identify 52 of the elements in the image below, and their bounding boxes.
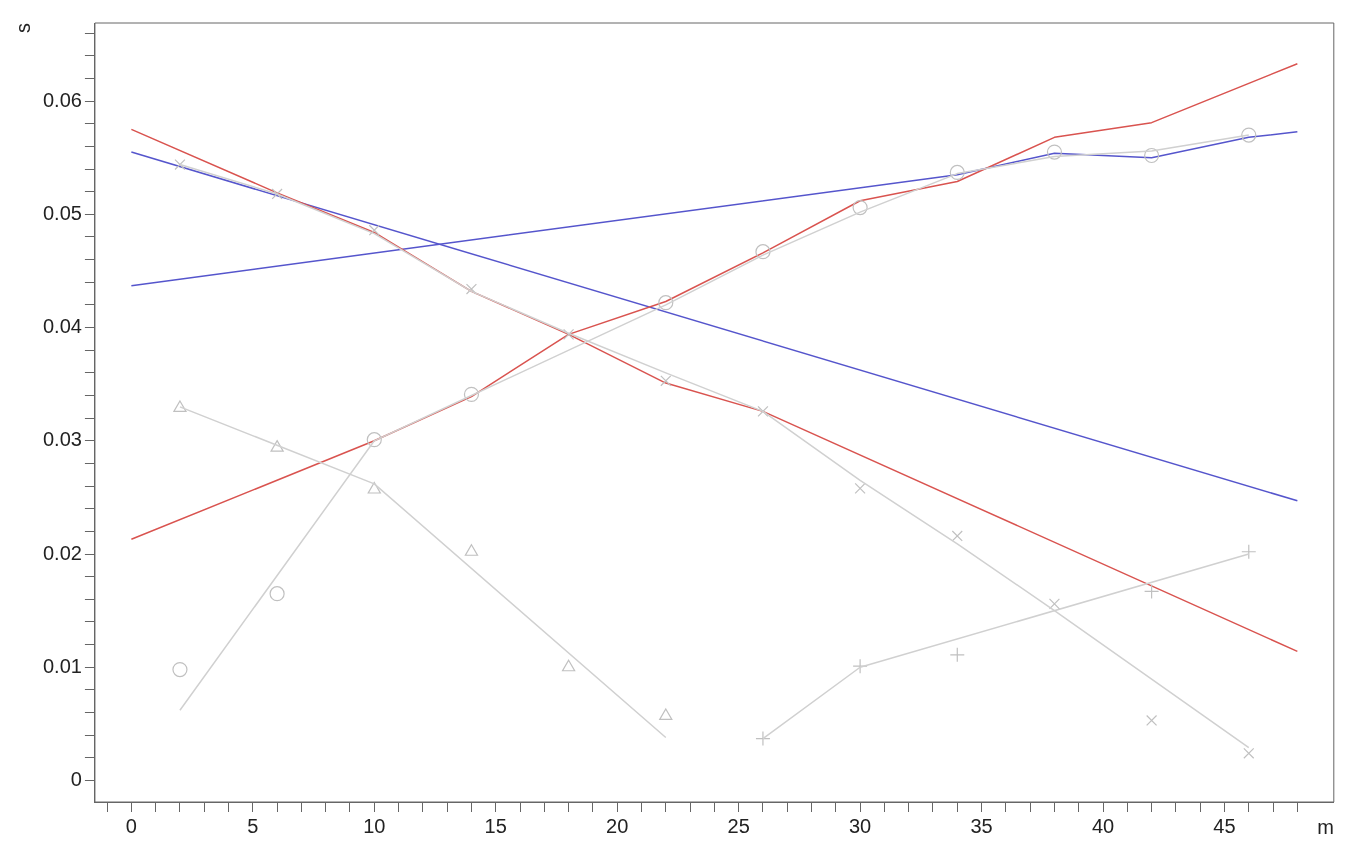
point [1241,127,1257,143]
point [1144,583,1160,599]
point [172,661,188,678]
point [1243,747,1255,759]
point [852,199,868,216]
point [755,730,771,747]
y-tick-label: 0.02 [42,541,82,564]
x-tick-label: 10 [363,814,386,837]
x-tick-label: 30 [848,814,872,837]
point [368,224,380,236]
point [854,482,866,494]
y-tick-label: 0.06 [42,88,82,111]
point [561,659,576,672]
point [463,386,480,402]
x-tick-label: 25 [727,814,750,837]
point [1046,144,1063,160]
point [270,440,284,452]
point [1241,544,1257,560]
x-tick-label: 20 [606,814,629,837]
point [464,544,479,556]
point [367,481,381,494]
point [658,295,674,311]
x-tick-label: 15 [484,814,507,837]
x-axis-title: m [1317,815,1334,838]
point [660,375,672,387]
y-tick-label: 0.01 [42,654,82,677]
point [757,405,769,417]
y-tick-label: 0.05 [42,201,82,224]
point [465,283,477,295]
x-tick-label: 40 [1091,814,1115,837]
point [1144,147,1160,164]
x-tick-label: 35 [970,814,993,837]
point [949,647,965,663]
x-tick-label: 0 [125,814,137,837]
point [951,530,963,542]
point [366,432,382,448]
y-tick-label: 0.03 [42,428,82,451]
y-tick-label: 0.04 [42,315,82,338]
x-tick-label: 45 [1213,814,1236,837]
x-tick-label: 5 [247,814,259,837]
point [1048,598,1060,610]
point [174,158,186,171]
y-axis-title: s [11,23,34,33]
point [173,400,187,413]
point [949,164,965,181]
point [755,244,771,260]
y-tick-label: 0 [70,768,82,790]
point [271,188,283,200]
point [1146,714,1158,727]
point [269,586,285,602]
point [563,328,575,340]
point [659,708,673,721]
